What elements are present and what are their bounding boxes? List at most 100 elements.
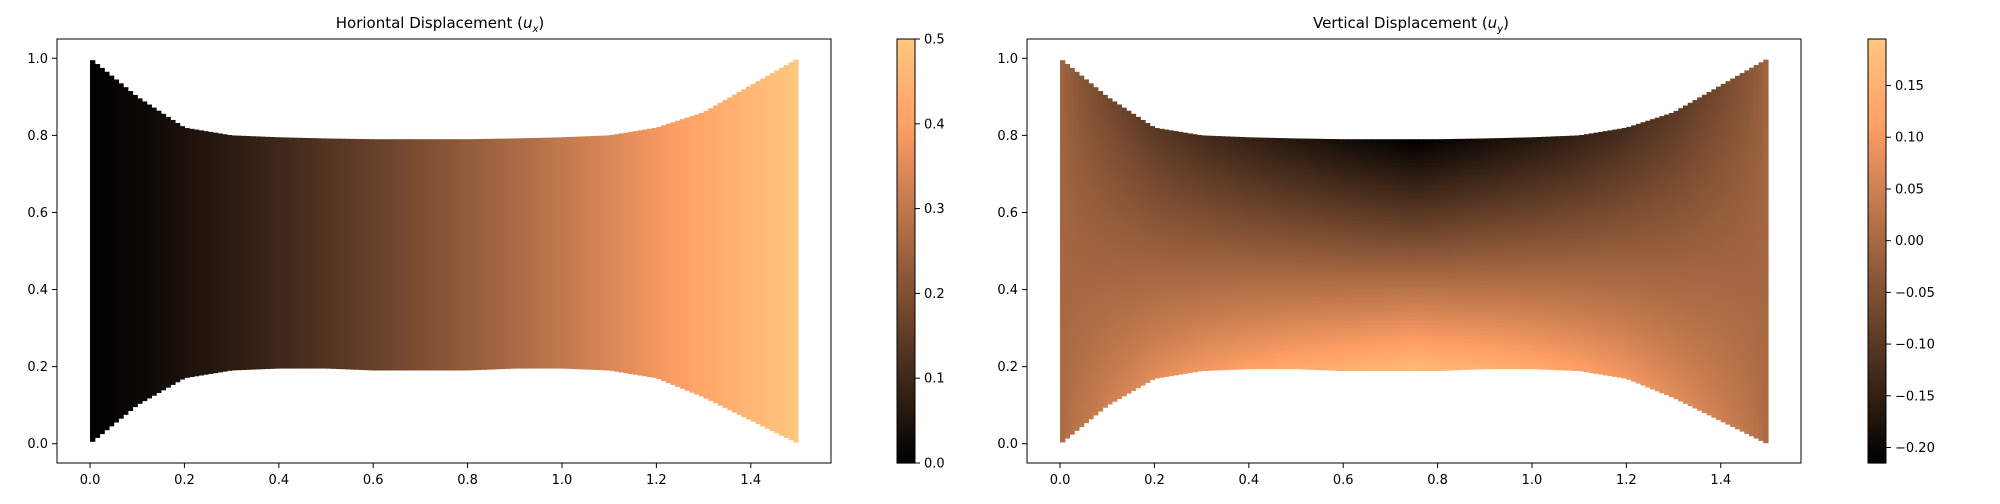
field-cell (1239, 168, 1244, 172)
field-cell (638, 130, 643, 375)
field-cell (1405, 162, 1410, 166)
field-cell (1254, 145, 1259, 149)
field-cell (1268, 261, 1273, 265)
field-cell (1254, 230, 1259, 234)
field-cell (1126, 191, 1131, 196)
field-cell (1065, 70, 1070, 77)
field-cell (1390, 239, 1395, 243)
field-cell (1405, 270, 1410, 274)
field-cell (1211, 319, 1216, 324)
field-cell (1187, 161, 1192, 166)
field-cell (1079, 309, 1084, 315)
field-cell (1291, 227, 1296, 231)
field-cell (1334, 305, 1339, 309)
field-cell (1305, 265, 1310, 269)
field-cell (1140, 345, 1145, 350)
field-cell (1272, 322, 1277, 326)
field-cell (1249, 303, 1254, 307)
field-cell (1230, 241, 1235, 245)
field-cell (1405, 309, 1410, 313)
field-cell (1268, 195, 1273, 199)
field-cell (1187, 265, 1192, 270)
field-cell (1069, 227, 1074, 234)
field-cell (1136, 203, 1141, 208)
field-cell (1395, 170, 1400, 174)
field-cell (1131, 192, 1136, 197)
field-cell (1343, 317, 1348, 321)
field-cell (1372, 220, 1377, 224)
field-cell (1409, 201, 1414, 205)
field-cell (1197, 143, 1202, 148)
field-cell (1362, 347, 1367, 351)
field-cell (1206, 296, 1211, 301)
field-cell (1093, 366, 1098, 372)
field-cell (1277, 257, 1282, 261)
field-cell (1390, 309, 1395, 313)
field-cell (1136, 324, 1141, 329)
field-cell (1272, 345, 1277, 349)
field-cell (1372, 286, 1377, 290)
field-cell (1320, 304, 1325, 308)
field-cell (1159, 294, 1164, 299)
field-cell (1069, 68, 1074, 75)
field-cell (1239, 276, 1244, 280)
field-cell (1065, 282, 1070, 289)
colorbar-segment (897, 152, 915, 156)
field-cell (1419, 158, 1424, 162)
field-cell (1239, 342, 1244, 346)
field-cell (1390, 263, 1395, 267)
field-cell (1065, 332, 1070, 339)
field-cell (1400, 147, 1405, 151)
field-cell (1112, 366, 1117, 372)
field-cell (1348, 347, 1353, 351)
field-cell (1320, 331, 1325, 335)
field-cell (1343, 178, 1348, 182)
field-cell (1334, 293, 1339, 297)
field-cell (1145, 153, 1150, 158)
field-cell (1263, 295, 1268, 299)
field-cell (1367, 143, 1372, 147)
field-cell (1390, 297, 1395, 301)
field-cell (1320, 273, 1325, 277)
field-cell (1249, 160, 1254, 164)
field-cell (1310, 262, 1315, 266)
field-cell (1098, 278, 1103, 284)
field-cell (1074, 347, 1079, 354)
field-cell (1277, 246, 1282, 250)
field-cell (1187, 313, 1192, 318)
field-cell (1192, 170, 1197, 175)
field-cell (718, 103, 723, 406)
field-cell (1268, 149, 1273, 153)
field-cell (1225, 334, 1230, 338)
field-cell (1230, 319, 1235, 323)
field-cell (1296, 261, 1301, 265)
field-cell (1202, 139, 1207, 144)
field-cell (1112, 156, 1117, 162)
field-cell (1211, 257, 1216, 262)
field-cell (1065, 251, 1070, 258)
field-cell (1301, 365, 1306, 369)
field-cell (1268, 330, 1273, 334)
field-cell (1202, 202, 1207, 207)
field-cell (1310, 250, 1315, 254)
field-cell (576, 137, 581, 370)
field-cell (1230, 237, 1235, 241)
field-cell (1074, 341, 1079, 348)
field-cell (1305, 215, 1310, 219)
field-cell (1367, 147, 1372, 151)
field-cell (1235, 230, 1240, 234)
field-cell (1088, 145, 1093, 151)
field-cell (1244, 230, 1249, 234)
field-cell (1376, 232, 1381, 236)
field-cell (1098, 342, 1103, 348)
field-cell (1202, 331, 1207, 336)
field-cell (1178, 269, 1183, 274)
field-cell (1320, 173, 1325, 177)
field-cell (1282, 273, 1287, 277)
field-cell (1390, 347, 1395, 351)
field-cell (1362, 236, 1367, 240)
colorbar-segment (897, 110, 915, 114)
field-cell (1282, 184, 1287, 188)
field-cell (1268, 238, 1273, 242)
field-cell (1060, 429, 1065, 436)
